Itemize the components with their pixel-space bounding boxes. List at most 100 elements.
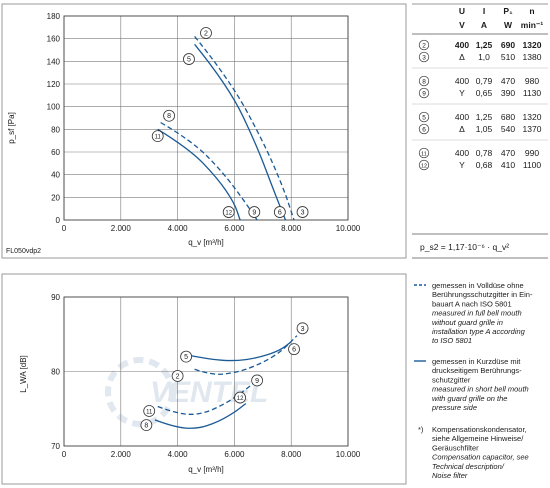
- row-id: 11: [421, 151, 427, 157]
- curve-2-3: [194, 335, 298, 375]
- y-tick-label: 80: [51, 368, 60, 377]
- curve-label-12: 12: [222, 206, 235, 218]
- table-row: 11 400 0,78 470 990: [418, 147, 539, 159]
- cell-connection: Y: [459, 160, 465, 170]
- legend-line: druckseitigem Berührungs-: [432, 366, 522, 375]
- x-tick-label: 0: [62, 224, 67, 233]
- curve-label-6: 6: [273, 206, 286, 218]
- y-tick-label: 0: [56, 216, 61, 225]
- plot-border: [63, 296, 349, 447]
- cell-speed: 990: [525, 148, 539, 158]
- cell-speed: 1380: [523, 52, 542, 62]
- table-row: 3 Δ 1,0 510 1380: [418, 51, 542, 63]
- curve-label-3: 3: [296, 206, 309, 218]
- row-id: 12: [421, 163, 427, 169]
- cell-current: 1,05: [476, 124, 493, 134]
- curve-5: [194, 43, 287, 221]
- svg-text:6: 6: [278, 210, 282, 217]
- curve-2: [194, 35, 295, 221]
- y-tick-label: 120: [47, 80, 61, 89]
- legend-line: without guard grille in: [432, 318, 503, 327]
- legend-line: pressure side: [431, 403, 477, 412]
- x-tick-label: 2.000: [111, 450, 132, 459]
- table-row: 6 Δ 1,05 540 1370: [418, 123, 542, 135]
- cell-speed: 1320: [523, 112, 542, 122]
- legend-line: gemessen in Kurzdüse mit: [432, 357, 521, 366]
- pressure-chart: 2 5 8 11 12 9 6 3 0 2.000 4.000 6.000 8.000 10.000 0 2…: [6, 12, 361, 255]
- legend-line: Compensation capacitor, see: [432, 453, 529, 462]
- plot-border: [63, 15, 349, 221]
- table-header-cell: P₁: [503, 6, 513, 16]
- x-tick-label: 6.000: [224, 450, 245, 459]
- x-tick-label: 10.000: [336, 224, 361, 233]
- svg-text:11: 11: [155, 135, 162, 141]
- y-tick-label: 160: [47, 35, 61, 44]
- figure-code: FL050vdp2: [6, 248, 41, 255]
- svg-text:5: 5: [184, 354, 188, 361]
- cell-power: 470: [501, 76, 515, 86]
- table-unit-cell: W: [504, 20, 513, 30]
- legend-note-text: Kompensationskondensator,siehe Allgemein…: [432, 425, 529, 480]
- svg-text:2: 2: [204, 31, 208, 38]
- cell-connection: Δ: [459, 124, 465, 134]
- table-header-cell: n: [529, 6, 534, 16]
- cell-voltage: 400: [455, 76, 469, 86]
- table-row: 2 400 1,25 690 1320: [418, 39, 542, 51]
- cell-power: 540: [501, 124, 515, 134]
- cell-speed: 1370: [523, 124, 542, 134]
- x-tick-label: 2.000: [111, 224, 132, 233]
- pressure-curve-labels: 2 5 8 11 12 9 6 3: [151, 27, 309, 218]
- curve-8-9: [157, 382, 255, 415]
- svg-text:12: 12: [225, 211, 232, 217]
- x-tick-label: 8.000: [281, 450, 302, 459]
- noise-curve-labels: 3 6 5 2 9 12 11 8: [140, 322, 309, 432]
- legend-line: Geräuschfilter: [432, 443, 479, 452]
- legend-line: Noise filter: [432, 471, 468, 480]
- svg-text:9: 9: [252, 210, 256, 217]
- row-id: 6: [422, 126, 426, 133]
- curve-label-9: 9: [248, 206, 261, 218]
- legend-line: bauart A nach ISO 5801: [432, 299, 512, 308]
- svg-text:8: 8: [167, 113, 171, 120]
- svg-text:5: 5: [187, 57, 191, 64]
- cell-power: 510: [501, 52, 515, 62]
- curve-11-12: [154, 402, 247, 429]
- cell-power: 690: [501, 40, 515, 50]
- y-tick-label: 80: [51, 125, 60, 134]
- cell-current: 1,0: [478, 52, 490, 62]
- curve-11: [157, 128, 241, 221]
- table-unit-cell: V: [459, 20, 465, 30]
- svg-text:6: 6: [292, 347, 296, 354]
- x-tick-label: 8.000: [281, 224, 302, 233]
- cell-speed: 1100: [523, 160, 542, 170]
- table-header-cell: U: [459, 6, 465, 16]
- row-id: 9: [422, 90, 426, 97]
- cell-power: 680: [501, 112, 515, 122]
- cell-speed: 980: [525, 76, 539, 86]
- table-row: 12 Y 0,68 410 1100: [418, 159, 542, 171]
- y-tick-label: 100: [47, 103, 61, 112]
- table-row: 8 400 0,79 470 980: [418, 75, 539, 87]
- cell-connection: Y: [459, 88, 465, 98]
- table-row: 5 400 1,25 680 1320: [418, 111, 542, 123]
- curve-label-5: 5: [183, 53, 195, 65]
- legend-dashed-text: gemessen in Volldüse ohneBerührungsschut…: [432, 281, 533, 345]
- pressure-y-axis-label: p_sf [Pa]: [7, 112, 16, 144]
- noise-chart: 3 6 5 2 9 12 11 8 0 2.000 4.000 6.000 8.000 10.000 70…: [19, 293, 361, 474]
- x-tick-label: 0: [62, 450, 67, 459]
- legend-line: Kompensationskondensator,: [432, 425, 527, 434]
- curve-label-2: 2: [200, 27, 212, 39]
- watermark-text: VENTEL: [150, 376, 268, 409]
- x-tick-label: 6.000: [224, 224, 245, 233]
- y-tick-label: 60: [51, 148, 60, 157]
- legend-line: to ISO 5801: [432, 336, 472, 345]
- legend-line: siehe Allgemeine Hinweise/: [432, 434, 524, 443]
- table-unit-cell: min⁻¹: [521, 20, 544, 30]
- row-id: 3: [422, 54, 426, 61]
- cell-voltage: 400: [455, 148, 469, 158]
- curve-label-11: 11: [151, 130, 164, 143]
